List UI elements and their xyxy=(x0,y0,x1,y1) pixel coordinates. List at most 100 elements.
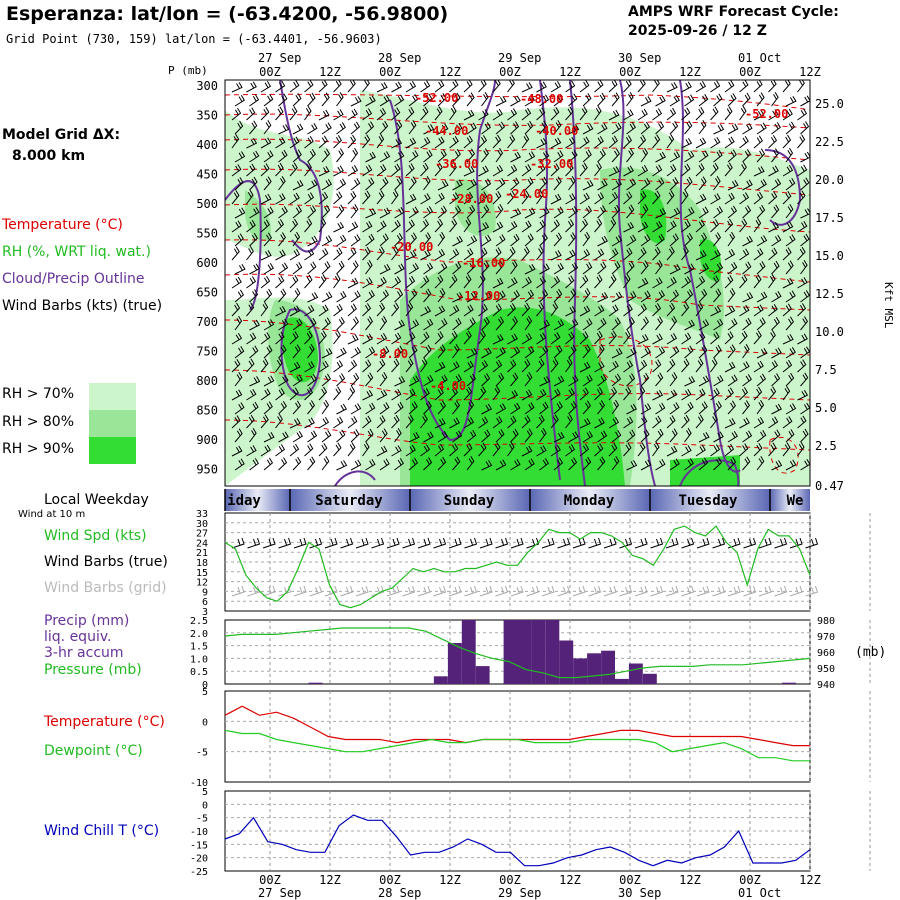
wind-barb xyxy=(495,260,504,275)
hour-label: 12Z xyxy=(439,873,461,887)
wind-barb xyxy=(536,388,547,401)
wind-barb xyxy=(698,232,708,247)
wind-barb xyxy=(347,416,358,429)
wind-barb xyxy=(347,221,359,233)
precip-bar xyxy=(545,620,560,684)
wind-barb xyxy=(669,151,681,163)
pressure-tick-label: 550 xyxy=(196,227,218,241)
wind-barb xyxy=(669,207,681,219)
wind-barb xyxy=(234,151,246,163)
wind-barb xyxy=(669,428,678,443)
wind-barb xyxy=(724,443,735,457)
wind-barb xyxy=(782,442,791,457)
wind-barb xyxy=(246,189,254,205)
temp-legend-2: Temperature (°C) xyxy=(44,714,165,730)
wind-barb xyxy=(539,176,548,191)
true-wind-barb xyxy=(309,537,323,549)
wind-barb xyxy=(449,330,458,345)
wind-barb xyxy=(579,162,588,177)
wind-barb xyxy=(800,316,809,331)
windchill-legend: Wind Chill T (°C) xyxy=(44,823,160,839)
wind-barb xyxy=(347,442,356,457)
wind-barb xyxy=(565,249,576,261)
wind-barb xyxy=(420,331,430,345)
wind-barb xyxy=(742,292,754,303)
wind-barb xyxy=(466,148,476,163)
wind-barb xyxy=(568,232,577,247)
precip-bar xyxy=(433,676,448,684)
wind-barb xyxy=(423,400,432,415)
wind-barb xyxy=(434,274,444,289)
wind-barb xyxy=(362,134,371,149)
wind-barb xyxy=(597,205,607,219)
wind-barb xyxy=(394,263,405,275)
wind-barb xyxy=(637,134,647,149)
rh90-swatch xyxy=(89,437,136,464)
wind-barb xyxy=(579,305,591,317)
wind-barb xyxy=(797,389,809,401)
wind-barb xyxy=(478,109,489,121)
wind-barb xyxy=(463,217,472,233)
wind-barb xyxy=(249,289,259,303)
wind-barb xyxy=(391,414,400,429)
wind-barb xyxy=(423,206,433,219)
wind-barb xyxy=(278,206,288,219)
wind-barb xyxy=(698,457,709,471)
y-tick-label: 5 xyxy=(202,787,208,798)
wind-barb xyxy=(289,218,299,233)
wind-barb xyxy=(292,123,304,135)
wind-barb xyxy=(379,345,390,359)
wind-barb xyxy=(611,92,620,107)
wind-barb xyxy=(510,428,519,443)
wind-barb xyxy=(652,134,661,149)
wind-barb xyxy=(797,333,808,345)
wind-barb xyxy=(495,403,507,415)
true-wind-barb xyxy=(448,537,462,549)
wind-barb xyxy=(362,359,372,373)
wind-barb xyxy=(684,376,696,387)
wind-barb xyxy=(698,401,708,415)
wind-barb xyxy=(524,345,535,359)
wind-barb xyxy=(739,162,747,177)
wind-barb xyxy=(231,445,243,457)
wind-barbs-true-legend: Wind Barbs (true) xyxy=(44,554,168,570)
wind-barb xyxy=(710,193,721,205)
wind-barb xyxy=(434,192,445,205)
wind-barb xyxy=(785,429,795,443)
wind-barb xyxy=(365,372,374,387)
wind-barb xyxy=(579,192,590,205)
wind-barb xyxy=(608,442,618,457)
wind-barb xyxy=(423,457,433,471)
wind-barb xyxy=(434,418,446,429)
wind-barb xyxy=(594,417,605,429)
hour-label: 00Z xyxy=(619,65,641,79)
wind-barb xyxy=(478,416,489,429)
wind-barb xyxy=(710,305,722,317)
wind-barb xyxy=(347,277,359,289)
wind-barb xyxy=(249,176,258,191)
grid-wind-barb xyxy=(309,585,323,597)
wind-barb xyxy=(423,344,432,359)
wind-barb xyxy=(608,386,618,401)
wind-barb xyxy=(797,164,808,177)
wind-barb xyxy=(307,317,317,331)
wind-barb xyxy=(536,219,546,233)
wind-barb xyxy=(263,176,272,191)
panel-frame xyxy=(224,512,811,612)
wind-barb xyxy=(321,347,333,359)
grid-wind-barb xyxy=(774,585,788,597)
wind-barb xyxy=(681,332,692,345)
wind-barb xyxy=(260,250,272,261)
hour-label: 12Z xyxy=(679,873,701,887)
hour-label: 12Z xyxy=(799,873,821,887)
temperature-legend: Temperature (°C) xyxy=(2,217,123,233)
wind-barb xyxy=(492,165,504,177)
wind-barb xyxy=(553,319,565,331)
wind-barb xyxy=(753,330,762,345)
wind-barb xyxy=(495,234,506,247)
wind-barb xyxy=(695,106,705,121)
wind-barb xyxy=(292,374,303,387)
wind-barb xyxy=(536,445,547,457)
wind-barb xyxy=(275,331,285,345)
